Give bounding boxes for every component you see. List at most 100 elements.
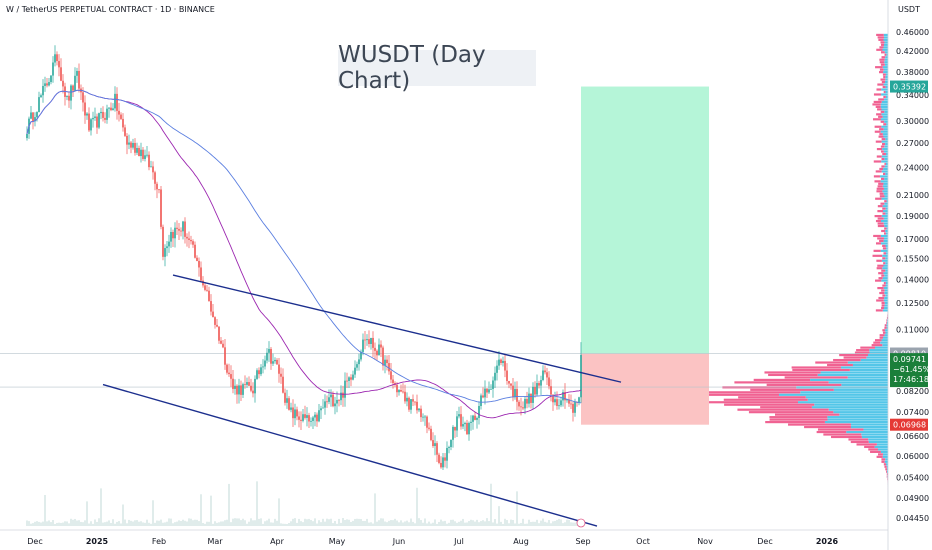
- volume-profile-bar-buy: [877, 448, 888, 451]
- volume-bar: [220, 521, 222, 526]
- candle: [422, 416, 424, 418]
- candle: [166, 246, 168, 249]
- volume-profile-bar-buy: [885, 331, 888, 334]
- volume-bar: [162, 522, 164, 526]
- volume-profile-bar-buy: [861, 433, 888, 436]
- candle: [262, 366, 264, 368]
- candle: [192, 241, 194, 245]
- volume-profile-bar-sell: [882, 331, 886, 334]
- candle: [106, 108, 108, 120]
- volume-profile-bar-sell: [880, 51, 885, 54]
- volume-bar: [458, 521, 460, 526]
- volume-bar: [148, 522, 150, 526]
- volume-bar: [556, 519, 558, 526]
- volume-bar: [234, 518, 236, 526]
- volume-bar: [274, 518, 276, 526]
- candle: [46, 83, 48, 86]
- volume-profile-bar-buy: [884, 460, 888, 463]
- volume-profile-bar-sell: [722, 386, 797, 389]
- volume-bar: [38, 521, 40, 526]
- volume-bar: [346, 519, 348, 526]
- volume-bar: [514, 523, 516, 526]
- volume-bar: [202, 523, 204, 526]
- candle: [194, 244, 196, 258]
- volume-profile-bar-buy: [805, 396, 888, 399]
- volume-bar: [524, 523, 526, 526]
- candle: [56, 54, 58, 62]
- volume-profile-bar-buy: [883, 135, 888, 138]
- candle: [180, 230, 182, 232]
- candle: [338, 399, 340, 401]
- volume-bar: [356, 518, 358, 526]
- volume-profile-bar-sell: [882, 152, 886, 156]
- candle: [448, 447, 450, 449]
- volume-profile-bar-buy: [875, 346, 888, 349]
- volume-profile-bar-buy: [883, 33, 888, 37]
- volume-profile-bar-sell: [879, 291, 885, 295]
- volume-bar: [350, 521, 352, 526]
- volume-profile-bar-sell: [874, 130, 881, 133]
- volume-bar: [544, 521, 546, 526]
- candle: [26, 133, 28, 139]
- volume-bar: [86, 501, 88, 526]
- volume-profile-bar-sell: [873, 175, 880, 178]
- candle: [580, 354, 582, 398]
- volume-bar: [568, 519, 570, 526]
- volume-bar: [102, 522, 104, 526]
- candle: [468, 422, 470, 435]
- volume-profile-bar-buy: [884, 120, 888, 123]
- volume-bar: [310, 519, 312, 526]
- volume-profile-bar-buy: [884, 306, 888, 310]
- volume-profile-bar-buy: [886, 470, 888, 473]
- volume-bar: [454, 521, 456, 526]
- volume-bar: [384, 521, 386, 526]
- volume-bar: [84, 520, 86, 526]
- candle: [32, 112, 34, 122]
- volume-bar: [128, 519, 130, 526]
- candle: [430, 428, 432, 441]
- y-tick-label: 0.04450: [896, 514, 929, 523]
- volume-profile-bar-buy: [885, 76, 888, 79]
- volume-bar: [42, 521, 44, 526]
- volume-bar: [54, 523, 56, 526]
- volume-profile-bar-sell: [871, 344, 883, 347]
- candle: [214, 317, 216, 325]
- volume-profile-bar-sell: [765, 421, 825, 424]
- volume-profile-bar-sell: [879, 68, 884, 71]
- volume-profile-bar-sell: [875, 309, 883, 312]
- candle: [476, 417, 478, 420]
- volume-bar: [446, 523, 448, 526]
- candle: [350, 377, 352, 380]
- volume-bar: [290, 521, 292, 526]
- volume-bar: [52, 519, 54, 526]
- volume-profile-bar-sell: [879, 128, 884, 131]
- candle: [140, 149, 142, 157]
- candle: [150, 166, 152, 168]
- volume-profile-bar-buy: [884, 58, 888, 61]
- volume-bar: [236, 518, 238, 526]
- volume-profile-bar-sell: [877, 205, 883, 208]
- volume-bar: [244, 520, 246, 526]
- candle: [270, 348, 272, 364]
- volume-profile-bar-sell: [696, 391, 801, 394]
- volume-profile-bar-sell: [823, 433, 862, 436]
- volume-profile-bar-sell: [879, 71, 884, 74]
- volume-profile-bar-sell: [774, 413, 840, 416]
- candle: [420, 408, 422, 418]
- x-tick-label: Mar: [207, 537, 223, 546]
- candle: [426, 416, 428, 428]
- volume-bar: [160, 519, 162, 526]
- volume-profile-bar-sell: [764, 371, 821, 374]
- volume-bar: [62, 522, 64, 526]
- volume-bar: [552, 521, 554, 526]
- volume-bar: [492, 522, 494, 526]
- candle: [382, 347, 384, 366]
- volume-bar: [412, 521, 414, 526]
- candle: [60, 67, 62, 81]
- volume-profile-bar-sell: [882, 73, 886, 76]
- volume-bar: [272, 522, 274, 526]
- volume-bar: [280, 523, 282, 526]
- volume-bar: [264, 521, 266, 526]
- candle: [158, 189, 160, 191]
